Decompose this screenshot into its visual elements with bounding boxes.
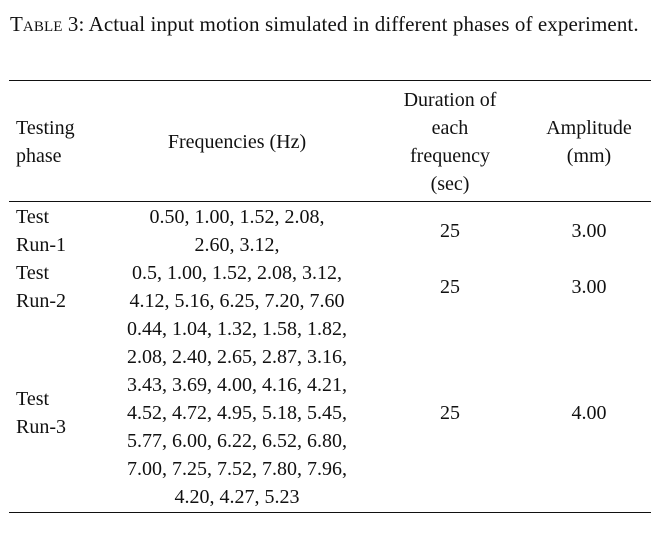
header-line: Amplitude bbox=[546, 117, 632, 139]
phase-line: Test bbox=[16, 388, 50, 410]
header-rule bbox=[9, 201, 651, 202]
header-line: (mm) bbox=[566, 145, 612, 167]
phase-line: Run-2 bbox=[16, 290, 66, 312]
row-frequencies: 0.50, 1.00, 1.52, 2.08, 2.60, 3.12, bbox=[104, 203, 370, 259]
header-line: frequency bbox=[410, 145, 490, 167]
frequency-line: 0.5, 1.00, 1.52, 2.08, 3.12, bbox=[132, 262, 342, 284]
row-amplitude: 3.00 bbox=[571, 220, 607, 242]
row-phase: Test Run-2 bbox=[16, 259, 66, 315]
frequency-line: 3.43, 3.69, 4.00, 4.16, 4.21, bbox=[127, 374, 347, 396]
row-duration: 25 bbox=[440, 276, 460, 298]
frequency-line: 4.20, 4.27, 5.23 bbox=[174, 486, 300, 508]
phase-line: Test bbox=[16, 262, 50, 284]
frequency-line: 5.77, 6.00, 6.22, 6.52, 6.80, bbox=[127, 430, 347, 452]
frequency-line: 0.44, 1.04, 1.32, 1.58, 1.82, bbox=[127, 318, 347, 340]
frequency-line: 7.00, 7.25, 7.52, 7.80, 7.96, bbox=[127, 458, 347, 480]
row-frequencies: 0.5, 1.00, 1.52, 2.08, 3.12, 4.12, 5.16,… bbox=[104, 259, 370, 315]
row-phase: Test Run-1 bbox=[16, 203, 66, 259]
row-amplitude: 4.00 bbox=[571, 402, 607, 424]
caption-text: Actual input motion simulated in differe… bbox=[84, 12, 639, 36]
header-line: (sec) bbox=[430, 173, 470, 195]
frequency-line: 2.60, 3.12, bbox=[194, 234, 280, 256]
header-line: each bbox=[431, 117, 469, 139]
phase-line: Run-3 bbox=[16, 416, 66, 438]
frequency-line: 0.50, 1.00, 1.52, 2.08, bbox=[149, 206, 325, 228]
header-line: phase bbox=[16, 145, 62, 167]
header-duration: Duration of each frequency (sec) bbox=[374, 86, 526, 198]
frequency-line: 2.08, 2.40, 2.65, 2.87, 3.16, bbox=[127, 346, 347, 368]
header-line: Testing bbox=[16, 117, 75, 139]
caption-label: Table 3: bbox=[10, 12, 85, 36]
row-duration: 25 bbox=[440, 402, 460, 424]
header-frequencies: Frequencies (Hz) bbox=[167, 131, 307, 153]
header-amplitude: Amplitude (mm) bbox=[526, 114, 652, 170]
row-phase: Test Run-3 bbox=[16, 385, 66, 441]
phase-line: Test bbox=[16, 206, 50, 228]
frequency-line: 4.52, 4.72, 4.95, 5.18, 5.45, bbox=[127, 402, 347, 424]
frequency-line: 4.12, 5.16, 6.25, 7.20, 7.60 bbox=[129, 290, 345, 312]
row-amplitude: 3.00 bbox=[571, 276, 607, 298]
row-duration: 25 bbox=[440, 220, 460, 242]
header-testing-phase: Testing phase bbox=[16, 114, 75, 170]
bottom-rule bbox=[9, 512, 651, 513]
top-rule bbox=[9, 80, 651, 81]
row-frequencies: 0.44, 1.04, 1.32, 1.58, 1.82, 2.08, 2.40… bbox=[104, 315, 370, 511]
table-caption: Table 3: Actual input motion simulated i… bbox=[10, 10, 658, 39]
phase-line: Run-1 bbox=[16, 234, 66, 256]
header-line: Duration of bbox=[403, 89, 497, 111]
